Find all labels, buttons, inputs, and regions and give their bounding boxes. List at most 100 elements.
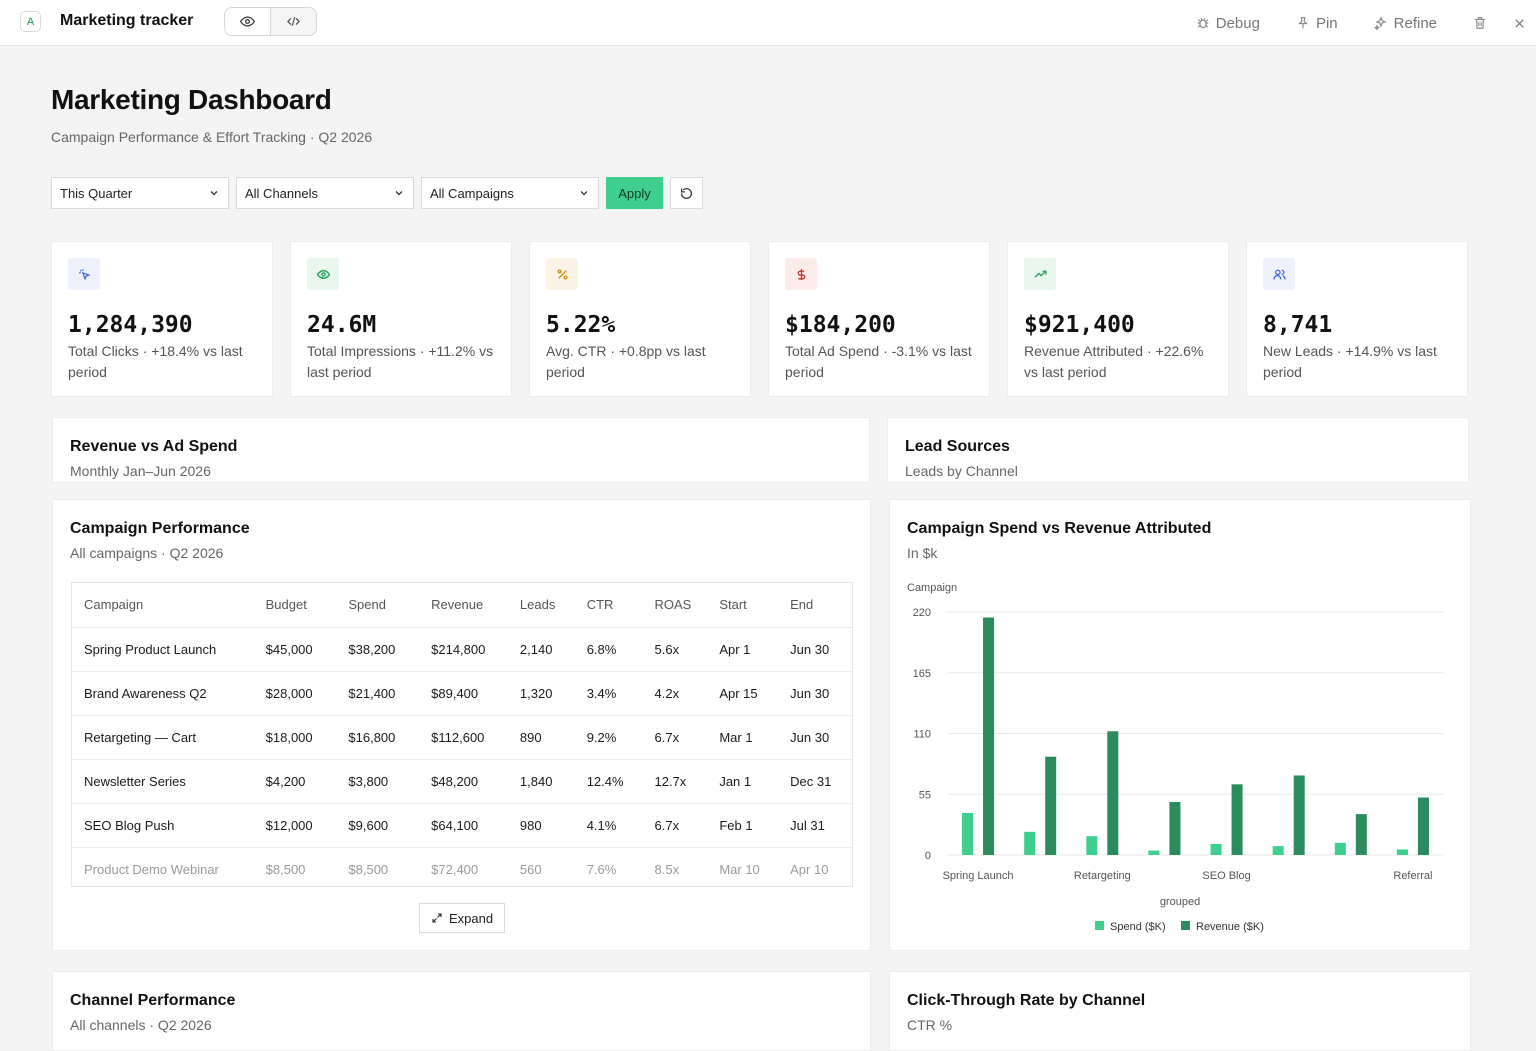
table-cell: Retargeting — Cart	[72, 715, 254, 760]
table-row[interactable]: Retargeting — Cart $18,000 $16,800 $112,600…	[72, 715, 852, 760]
column-header[interactable]: Campaign	[72, 583, 254, 628]
panel-subtitle: Leads by Channel	[905, 463, 1018, 479]
close-button[interactable]	[1513, 17, 1526, 30]
column-header[interactable]: Spend	[336, 583, 420, 628]
pin-label: Pin	[1315, 14, 1338, 32]
channel-performance-panel: Channel Performance All channels · Q2 20…	[52, 971, 871, 1051]
x-tick-label: Referral	[1393, 870, 1432, 882]
campaign-select[interactable]: All Campaigns	[421, 177, 599, 209]
column-header[interactable]: End	[778, 583, 852, 628]
table-row[interactable]: SEO Blog Push $12,000 $9,600 $64,100 980 4.1%…	[72, 803, 852, 848]
table-cell: Apr 15	[707, 671, 779, 716]
bug-icon	[1197, 18, 1208, 29]
column-header[interactable]: Leads	[507, 583, 575, 628]
table-row[interactable]: Newsletter Series $4,200 $3,800 $48,200 1,84…	[72, 759, 852, 804]
channel-select[interactable]: All Channels	[236, 177, 414, 209]
table-cell: 6.8%	[574, 627, 643, 672]
table-row[interactable]: Spring Product Launch $45,000 $38,200 $214,…	[72, 627, 852, 672]
table-cell: $8,500	[336, 847, 420, 886]
table-cell: Apr 10	[778, 847, 852, 886]
chevron-down-icon	[580, 191, 588, 196]
panel-title: Lead Sources	[905, 438, 1010, 455]
y-tick-label: 110	[913, 729, 931, 741]
kpi-label: Avg. CTR · +0.8pp vs last period	[546, 343, 706, 380]
page-subtitle: Campaign Performance & Effort Tracking ·…	[51, 129, 373, 145]
y-axis-label: Campaign	[907, 582, 957, 594]
table-row[interactable]: Product Demo Webinar $8,500 $8,500 $72,400 5…	[72, 847, 852, 886]
table-row[interactable]: Brand Awareness Q2 $28,000 $21,400 $89,400 1…	[72, 671, 852, 716]
table-cell: Brand Awareness Q2	[72, 671, 254, 716]
legend-swatch	[1095, 921, 1104, 930]
table-cell: $28,000	[253, 671, 337, 716]
table-cell: $38,200	[336, 627, 420, 672]
table-cell: 8.5x	[642, 847, 708, 886]
y-tick-label: 220	[913, 607, 931, 619]
column-header[interactable]: ROAS	[642, 583, 708, 628]
table-cell: 3.4%	[574, 671, 643, 716]
revenue-bar	[1045, 756, 1057, 855]
column-header[interactable]: Revenue	[419, 583, 508, 628]
y-tick-label: 0	[925, 850, 931, 862]
table-cell: 4.1%	[574, 803, 643, 848]
x-tick-label: Spring Launch	[943, 870, 1014, 882]
page-title: Marketing Dashboard	[51, 84, 332, 115]
refine-button[interactable]: Refine	[1373, 15, 1437, 32]
period-select[interactable]: This Quarter	[51, 177, 229, 209]
table-cell: 12.4%	[574, 759, 643, 804]
kpi-card: 24.6M Total Impressions · +11.2% vs last …	[290, 241, 512, 397]
table-cell: 6.7x	[642, 803, 708, 848]
kpi-card: $921,400 Revenue Attributed · +22.6% vs l…	[1007, 241, 1229, 397]
table-cell: 7.6%	[574, 847, 643, 886]
table-cell: $64,100	[419, 803, 508, 848]
kpi-card: $184,200 Total Ad Spend · -3.1% vs last p…	[768, 241, 990, 397]
column-header[interactable]: Start	[707, 583, 779, 628]
table-cell: 2,140	[507, 627, 575, 672]
top-bar: A Marketing tracker Debug Pin Refine	[0, 0, 1536, 46]
revenue-vs-spend-panel: Revenue vs Ad Spend Monthly Jan–Jun 2026	[52, 417, 870, 483]
code-toggle[interactable]	[271, 8, 316, 35]
table-cell: 9.2%	[574, 715, 643, 760]
spend-revenue-chart: Campaign 0 55 110 165 220 Spring Launch Retarge…	[907, 582, 1444, 933]
table-cell: $12,000	[253, 803, 337, 848]
panel-title: Campaign Performance	[70, 520, 250, 537]
period-select-value: This Quarter	[60, 185, 133, 201]
kpi-label: Total Clicks · +18.4% vs last period	[68, 343, 243, 380]
table-cell: Jun 30	[778, 627, 852, 672]
table-cell: $3,800	[336, 759, 420, 804]
column-header[interactable]: Budget	[253, 583, 337, 628]
chevron-down-icon	[395, 191, 403, 196]
apply-button[interactable]: Apply	[606, 177, 663, 209]
table-cell: 12.7x	[642, 759, 708, 804]
table-cell: $9,600	[336, 803, 420, 848]
kpi-card: 8,741 New Leads · +14.9% vs last period	[1246, 241, 1468, 397]
revenue-bar	[1169, 801, 1181, 855]
preview-toggle[interactable]	[225, 8, 271, 35]
panel-title: Revenue vs Ad Spend	[70, 438, 238, 455]
pin-icon	[1298, 17, 1308, 29]
revenue-bar	[1107, 731, 1119, 855]
x-tick-label: Retargeting	[1074, 870, 1131, 882]
users-icon	[1263, 258, 1295, 290]
pin-button[interactable]: Pin	[1296, 15, 1338, 32]
panel-subtitle: In $k	[907, 545, 938, 561]
reset-button[interactable]	[670, 177, 703, 209]
spend-bar	[1086, 836, 1098, 855]
table-cell: Feb 1	[707, 803, 779, 848]
panel-subtitle: CTR %	[907, 1017, 953, 1033]
kpi-value: 1,284,390	[68, 312, 193, 338]
revenue-bar	[1355, 814, 1367, 855]
sparkle-icon	[1373, 16, 1387, 30]
table-cell: Newsletter Series	[72, 759, 254, 804]
expand-button[interactable]: Expand	[419, 903, 505, 933]
revenue-bar	[983, 617, 995, 855]
table-cell: $112,600	[419, 715, 508, 760]
dollar-icon	[785, 258, 817, 290]
percent-icon	[546, 258, 578, 290]
table-cell: $48,200	[419, 759, 508, 804]
kpi-value: $921,400	[1024, 312, 1135, 338]
view-toggle	[224, 7, 317, 36]
debug-button[interactable]: Debug	[1196, 15, 1260, 32]
cursor-click-icon	[68, 258, 100, 290]
delete-button[interactable]	[1473, 16, 1487, 30]
column-header[interactable]: CTR	[574, 583, 643, 628]
